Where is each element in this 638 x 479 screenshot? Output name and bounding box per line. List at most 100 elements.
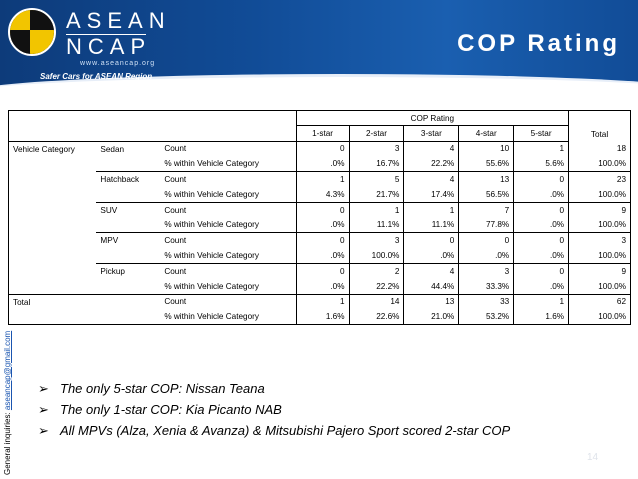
percent-value: .0% [296, 156, 350, 172]
percent-value: 4.3% [296, 186, 350, 203]
category-name: MPV [96, 232, 161, 264]
percent-value: 100.0% [568, 309, 631, 326]
asean-ncap-logo-icon [8, 8, 56, 56]
count-value: 5 [349, 171, 405, 187]
count-value: 3 [458, 262, 515, 279]
table-row: SUV Count 0 1 1 7 0 9 [9, 201, 631, 233]
table-row: % within Vehicle Category .0% 100.0% .0% .0%… [9, 248, 631, 264]
table-row: % within Vehicle Category .0% 22.2% 44.4% 33… [9, 278, 631, 295]
column-header: 1-star [296, 125, 350, 142]
contact-email-link[interactable]: aseancap@gmail.com [3, 330, 12, 411]
count-value: 4 [403, 262, 460, 279]
bullet-item: ➢ The only 5-star COP: Nissan Teana [38, 378, 510, 399]
table-row: % within Vehicle Category .0% 11.1% 11.1% 77… [9, 217, 631, 233]
table-total-row: % within Vehicle Category 1.6% 22.6% 21.0% 5… [9, 309, 631, 326]
category-name: Hatchback [96, 171, 161, 203]
percent-value: .0% [513, 217, 570, 233]
percent-value: 21.0% [403, 309, 460, 326]
table-row: % within Vehicle Category 4.3% 21.7% 17.4% 5… [9, 186, 631, 203]
percent-value: .0% [403, 248, 460, 264]
percent-value: .0% [296, 248, 350, 264]
percent-label: % within Vehicle Category [160, 309, 297, 326]
percent-value: 44.4% [403, 278, 460, 295]
percent-value: 100.0% [568, 217, 631, 233]
tagline: Safer Cars for ASEAN Region [40, 72, 153, 81]
percent-value: 55.6% [458, 156, 515, 172]
bullet-item: ➢ All MPVs (Alza, Xenia & Avanza) & Mits… [38, 420, 510, 441]
count-label: Count [160, 171, 297, 187]
percent-value: 1.6% [296, 309, 350, 326]
table-row: Hatchback Count 1 5 4 13 0 23 [9, 171, 631, 203]
arrow-bullet-icon: ➢ [38, 401, 49, 417]
percent-label: % within Vehicle Category [160, 156, 297, 172]
count-value: 1 [349, 201, 405, 218]
percent-value: .0% [458, 248, 515, 264]
total-label: Total [8, 293, 161, 326]
count-label: Count [160, 232, 297, 249]
corner-cell [8, 109, 97, 126]
column-header: 3-star [403, 125, 460, 142]
percent-value: .0% [513, 278, 570, 295]
count-value: 4 [403, 141, 460, 157]
percent-value: 100.0% [349, 248, 405, 264]
corner-cell [8, 125, 97, 142]
count-value: 1 [513, 293, 570, 310]
percent-label: % within Vehicle Category [160, 248, 297, 264]
count-value: 1 [513, 141, 570, 157]
count-value: 0 [513, 171, 570, 187]
percent-label: % within Vehicle Category [160, 278, 297, 295]
count-value: 1 [296, 293, 350, 310]
bullet-text: The only 1-star COP: Kia Picanto NAB [60, 402, 282, 417]
percent-label: % within Vehicle Category [160, 217, 297, 233]
column-header: 5-star [513, 125, 570, 142]
column-header: 4-star [458, 125, 515, 142]
percent-value: 22.2% [349, 278, 405, 295]
percent-value: .0% [513, 186, 570, 203]
count-value: 10 [458, 141, 515, 157]
count-value: 3 [349, 141, 405, 157]
count-value: 0 [296, 201, 350, 218]
count-value: 7 [458, 201, 515, 218]
percent-value: 100.0% [568, 156, 631, 172]
category-name: Pickup [96, 262, 161, 295]
table-header-row: COP Rating Total [8, 109, 631, 142]
bullet-text: The only 5-star COP: Nissan Teana [60, 381, 265, 396]
logo-word-ncap: NCAP [66, 34, 152, 59]
bullet-list: ➢ The only 5-star COP: Nissan Teana ➢ Th… [38, 378, 510, 441]
count-value: 2 [349, 262, 405, 279]
count-value: 1 [403, 201, 460, 218]
corner-cell [160, 125, 297, 142]
count-value: 13 [458, 171, 515, 187]
cop-rating-group-header: COP Rating [296, 109, 570, 126]
percent-value: 33.3% [458, 278, 515, 295]
percent-value: 53.2% [458, 309, 515, 326]
count-value: 9 [568, 201, 631, 218]
count-value: 0 [513, 232, 570, 249]
count-value: 0 [296, 141, 350, 157]
percent-value: 17.4% [403, 186, 460, 203]
count-value: 0 [458, 232, 515, 249]
column-header: 2-star [349, 125, 405, 142]
percent-value: 100.0% [568, 248, 631, 264]
percent-value: 77.8% [458, 217, 515, 233]
count-value: 62 [568, 293, 631, 310]
column-header-total: Total [568, 110, 631, 142]
percent-value: 22.2% [403, 156, 460, 172]
percent-value: 100.0% [568, 186, 631, 203]
bullet-text: All MPVs (Alza, Xenia & Avanza) & Mitsub… [60, 423, 511, 438]
table-row: Vehicle Category Sedan Count 0 3 4 10 1 18 [8, 141, 631, 295]
count-value: 4 [403, 171, 460, 187]
corner-cell [96, 109, 161, 126]
count-value: 0 [403, 232, 460, 249]
arrow-bullet-icon: ➢ [38, 380, 49, 396]
contact-prefix: General inquiries: [3, 412, 12, 475]
count-value: 9 [568, 262, 631, 279]
table-row: Pickup Count 0 2 4 3 0 9 [9, 262, 631, 295]
count-value: 1 [296, 171, 350, 187]
percent-value: 56.5% [458, 186, 515, 203]
corner-cell [160, 109, 297, 126]
count-value: 0 [513, 262, 570, 279]
percent-value: 16.7% [349, 156, 405, 172]
category-name: Sedan [100, 144, 125, 154]
cop-rating-table: COP Rating Total 1-star 2-star 3-star 4-star 5… [8, 109, 631, 326]
